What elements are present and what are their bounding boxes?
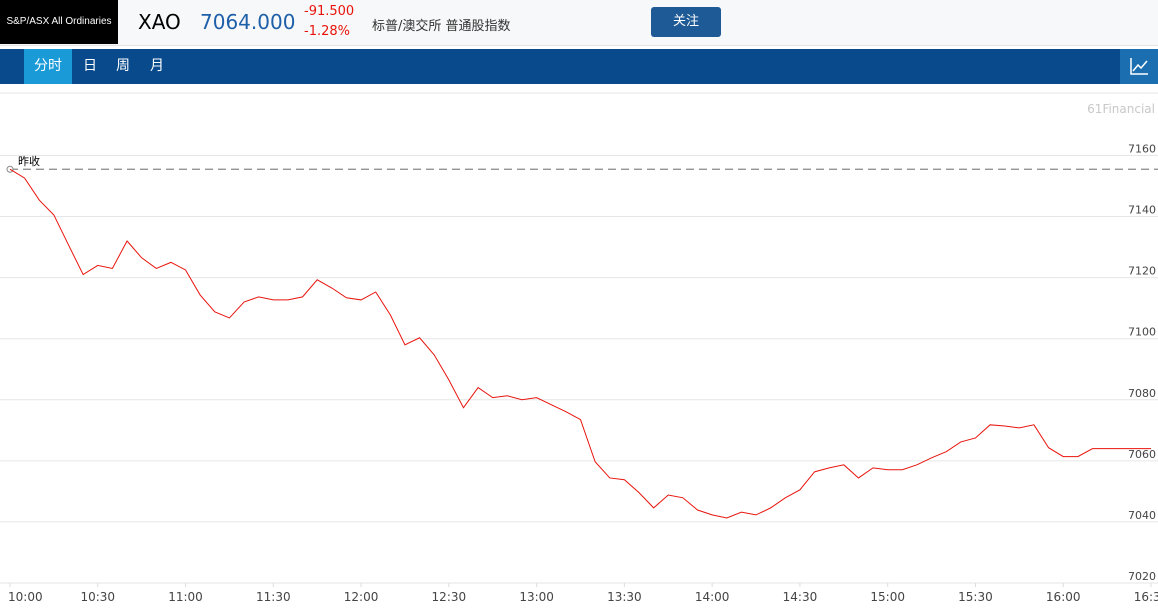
x-tick-label: 14:00 xyxy=(695,590,730,604)
prev-close-dot xyxy=(6,165,14,173)
x-tick-label: 14:30 xyxy=(783,590,818,604)
change: -91.500 xyxy=(304,4,355,19)
y-tick-label: 7140 xyxy=(1128,204,1156,217)
prev-close-label: 昨收 xyxy=(18,154,40,168)
y-tick-label: 7100 xyxy=(1128,326,1156,339)
icon xyxy=(1130,58,1148,75)
nav-bar: 分时 日 周 月 xyxy=(0,49,1158,84)
follow-button[interactable]: 关注 xyxy=(651,7,721,37)
x-tick-label: 16:00 xyxy=(1046,590,1081,604)
logo: S&P/ASX All Ordinaries xyxy=(0,0,118,44)
y-tick-label: 7040 xyxy=(1128,509,1156,522)
x-tick-label: 11:00 xyxy=(168,590,203,604)
x-tick-label: 15:00 xyxy=(870,590,905,604)
x-tick-label: 12:00 xyxy=(344,590,379,604)
x-tick-label: 16:30 xyxy=(1134,590,1158,604)
x-tick-label: 12:30 xyxy=(432,590,467,604)
y-tick-label: 7080 xyxy=(1128,387,1156,400)
change-pct: -1.28% xyxy=(304,24,350,39)
tab[interactable]: 日 xyxy=(83,58,97,74)
chart-icon[interactable] xyxy=(1120,49,1158,84)
price: 7064.000 xyxy=(200,10,296,34)
y-tick-label: 7060 xyxy=(1128,448,1156,461)
symbol: XAO xyxy=(138,10,181,34)
x-tick-label: 10:30 xyxy=(80,590,115,604)
x-tick-label: 15:30 xyxy=(958,590,993,604)
x-tick-label: 13:30 xyxy=(607,590,642,604)
price-line xyxy=(9,168,1151,519)
header: S&P/ASX All Ordinaries XAO 7064.000 -91.… xyxy=(0,0,1158,46)
y-tick-label: 7160 xyxy=(1128,142,1156,155)
tab[interactable]: 分时 xyxy=(24,49,72,84)
index-name: 标普/澳交所 普通股指数 xyxy=(372,19,511,34)
watermark: 61Financial xyxy=(1087,102,1155,116)
x-tick-label: 13:00 xyxy=(519,590,554,604)
y-tick-label: 7120 xyxy=(1128,265,1156,278)
y-tick-label: 7020 xyxy=(1128,570,1156,583)
tab[interactable]: 月 xyxy=(150,58,164,74)
x-tick-label: 11:30 xyxy=(256,590,291,604)
tab[interactable]: 周 xyxy=(116,58,130,74)
x-tick-label: 10:00 xyxy=(8,590,43,604)
